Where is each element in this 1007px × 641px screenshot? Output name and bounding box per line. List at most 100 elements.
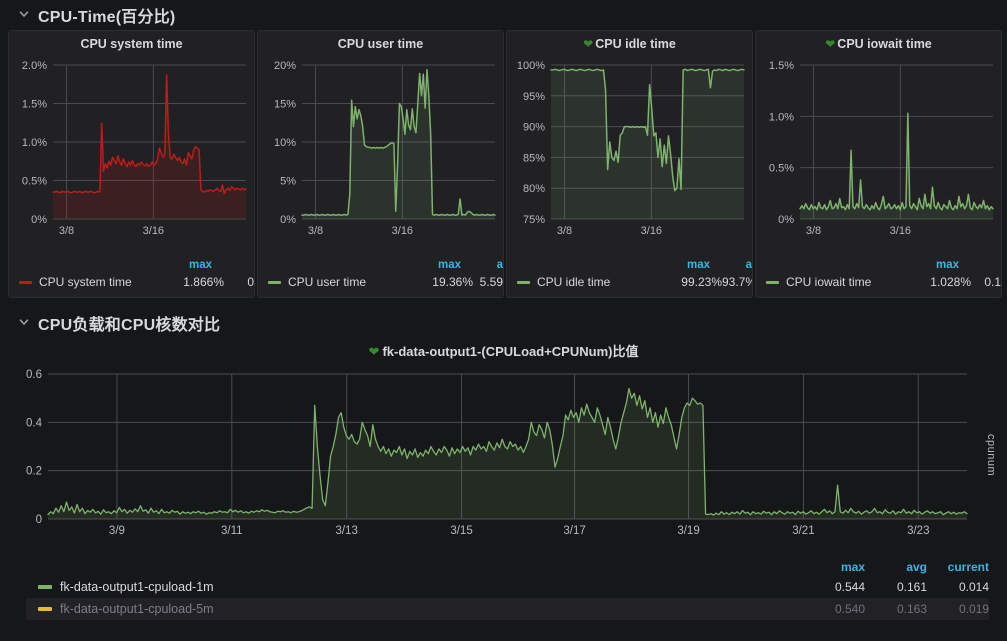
- svg-text:3/11: 3/11: [221, 525, 243, 537]
- series-values: 1.028% 0.1: [903, 275, 1001, 289]
- svg-text:15%: 15%: [274, 99, 296, 111]
- svg-text:75%: 75%: [523, 214, 545, 226]
- series-color-swatch[interactable]: [38, 607, 52, 611]
- panel-cpu-iowait-time[interactable]: ❤ CPU iowait time 0% 0.5% 1.0% 1.5% 3/8 3/16 m…: [755, 30, 1002, 298]
- svg-text:0%: 0%: [778, 214, 794, 226]
- legend-row-cpuload-5m[interactable]: fk-data-output1-cpuload-5m 0.540 0.163 0…: [26, 598, 989, 620]
- value-avg: 93.7%: [722, 275, 752, 289]
- series-color-swatch[interactable]: [38, 585, 52, 589]
- svg-text:85%: 85%: [523, 152, 545, 164]
- panel-title-text: fk-data-output1-(CPULoad+CPUNum)比值: [382, 344, 639, 359]
- value-avg: 0.1: [984, 275, 1001, 289]
- legend-col-avg[interactable]: a: [745, 259, 752, 271]
- svg-text:3/16: 3/16: [143, 225, 164, 237]
- svg-text:0.4: 0.4: [26, 417, 43, 429]
- legend-col-avg[interactable]: avg: [906, 560, 927, 574]
- legend-header: max a: [258, 258, 503, 273]
- series-color-swatch[interactable]: [19, 280, 32, 284]
- svg-text:1.5%: 1.5%: [769, 60, 794, 72]
- panel-title-text: CPU idle time: [595, 37, 676, 51]
- row-title: CPU负载和CPU核数对比: [38, 317, 221, 334]
- legend-row[interactable]: CPU user time 19.36% 5.59: [258, 273, 503, 291]
- svg-text:3/8: 3/8: [308, 225, 323, 237]
- small-panel-row: ♥CPU system time 0% 0.5% 1.0% 1.5% 2.0% 3/8 3/…: [0, 30, 1007, 298]
- y-axis-right-label: cpunum: [985, 434, 997, 477]
- panel-cpu-idle-time[interactable]: ❤ CPU idle time 75% 80% 85% 90% 95% 100% 3/8 3/1…: [506, 30, 753, 298]
- value-avg: 5.59: [479, 275, 503, 289]
- svg-text:3/17: 3/17: [563, 525, 585, 537]
- value-max: 19.36%: [432, 275, 473, 289]
- value-avg: 0.161: [896, 580, 927, 594]
- svg-text:80%: 80%: [523, 183, 545, 195]
- panel-cpuload-cpunum-ratio[interactable]: ❤ fk-data-output1-(CPULoad+CPUNum)比值 0 0.2…: [8, 338, 999, 620]
- panel-legend: max CPU system time 1.866% 0: [9, 258, 254, 291]
- svg-text:0.6: 0.6: [26, 369, 42, 381]
- row-header-cpu-load[interactable]: CPU负载和CPU核数对比: [0, 308, 1007, 338]
- series-label[interactable]: CPU system time: [39, 275, 132, 289]
- panel-title[interactable]: CPU user time: [258, 31, 503, 57]
- row-title: CPU-Time(百分比): [38, 9, 176, 26]
- svg-text:10%: 10%: [274, 137, 296, 149]
- legend-row[interactable]: CPU idle time 99.23% 93.7%: [507, 273, 752, 291]
- svg-text:3/9: 3/9: [109, 525, 125, 537]
- legend-col-max[interactable]: max: [686, 259, 710, 271]
- svg-text:1.0%: 1.0%: [769, 111, 794, 123]
- panel-title[interactable]: ❤ CPU idle time: [507, 31, 752, 57]
- svg-text:0.5%: 0.5%: [769, 163, 794, 175]
- legend-row[interactable]: CPU system time 1.866% 0: [9, 273, 254, 291]
- chart-canvas: 75% 80% 85% 90% 95% 100% 3/8 3/16: [507, 57, 752, 241]
- series-label[interactable]: CPU idle time: [537, 275, 611, 289]
- legend-row[interactable]: CPU iowait time 1.028% 0.1: [756, 273, 1001, 291]
- series-values: 19.36% 5.59: [405, 275, 503, 289]
- series-label[interactable]: fk-data-output1-cpuload-1m: [60, 580, 214, 594]
- svg-text:3/8: 3/8: [557, 225, 572, 237]
- svg-text:3/23: 3/23: [907, 525, 929, 537]
- series-label[interactable]: CPU iowait time: [786, 275, 872, 289]
- svg-text:0%: 0%: [31, 214, 47, 226]
- svg-text:3/16: 3/16: [890, 225, 911, 237]
- panel-title-text: CPU system time: [80, 37, 183, 51]
- value-avg: 0: [247, 275, 254, 289]
- legend-col-avg[interactable]: [212, 258, 254, 273]
- series-values: 0.544 0.161 0.014: [803, 580, 989, 594]
- legend-row-cpuload-1m[interactable]: fk-data-output1-cpuload-1m 0.544 0.161 0…: [26, 576, 989, 598]
- value-max: 0.544: [834, 580, 865, 594]
- panel-legend: max a CPU user time 19.36% 5.59: [258, 258, 503, 291]
- panel-title-text: CPU iowait time: [837, 37, 932, 51]
- panel-cpu-system-time[interactable]: ♥CPU system time 0% 0.5% 1.0% 1.5% 2.0% 3/8 3/…: [8, 30, 255, 298]
- legend-header: max avg current: [26, 559, 989, 576]
- series-values: 1.866% 0: [156, 275, 254, 289]
- legend-col-max[interactable]: max: [188, 259, 212, 271]
- panel-legend: max CPU iowait time 1.028% 0.1: [756, 258, 1001, 291]
- svg-text:3/8: 3/8: [806, 225, 821, 237]
- series-color-swatch[interactable]: [766, 280, 779, 284]
- chevron-down-icon[interactable]: [18, 316, 30, 328]
- svg-text:1.5%: 1.5%: [22, 99, 47, 111]
- chevron-down-icon[interactable]: [18, 8, 30, 20]
- value-max: 99.23%: [681, 275, 722, 289]
- value-max: 1.028%: [930, 275, 971, 289]
- svg-text:0%: 0%: [280, 214, 296, 226]
- legend-col-avg[interactable]: [959, 258, 1001, 273]
- legend-col-current[interactable]: current: [947, 560, 989, 574]
- legend-header: max: [9, 258, 254, 273]
- legend-col-max[interactable]: max: [437, 259, 461, 271]
- series-color-swatch[interactable]: [268, 280, 281, 284]
- svg-text:1.0%: 1.0%: [22, 137, 47, 149]
- panel-title[interactable]: ♥CPU system time: [9, 31, 254, 57]
- svg-text:3/8: 3/8: [59, 225, 74, 237]
- series-label[interactable]: fk-data-output1-cpuload-5m: [60, 602, 214, 616]
- value-max: 1.866%: [183, 275, 224, 289]
- legend-col-max[interactable]: max: [935, 259, 959, 271]
- row-header-cpu-time[interactable]: CPU-Time(百分比): [0, 0, 1007, 30]
- legend-col-avg[interactable]: a: [496, 259, 503, 271]
- panel-cpu-user-time[interactable]: CPU user time 0% 5% 10% 15% 20% 3/8 3/16 max a…: [257, 30, 504, 298]
- svg-text:95%: 95%: [523, 91, 545, 103]
- svg-text:20%: 20%: [274, 60, 296, 72]
- series-label[interactable]: CPU user time: [288, 275, 367, 289]
- legend-col-max[interactable]: max: [840, 560, 865, 574]
- svg-text:3/16: 3/16: [392, 225, 413, 237]
- panel-title[interactable]: ❤ CPU iowait time: [756, 31, 1001, 57]
- panel-title[interactable]: ❤ fk-data-output1-(CPULoad+CPUNum)比值: [8, 338, 999, 366]
- series-color-swatch[interactable]: [517, 280, 530, 284]
